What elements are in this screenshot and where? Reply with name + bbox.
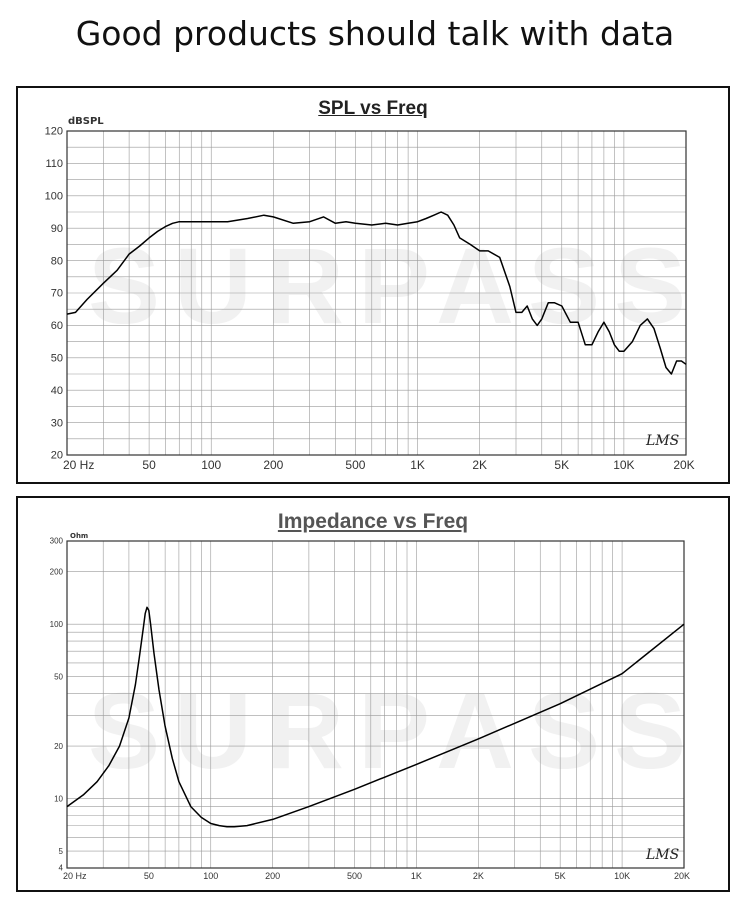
x-tick-label: 50 [142, 458, 156, 472]
y-tick-label: 50 [51, 352, 63, 364]
impedance-chart-svg: 4 5 10 20 50 100 200 300 20 Hz 50 100 200 500 1K 2K 5K 1… [50, 537, 690, 881]
y-tick-label: 20 [51, 450, 63, 462]
x-tick-label: 2K [473, 871, 484, 881]
y-tick-label: 100 [45, 190, 63, 202]
x-tick-label: 100 [203, 871, 218, 881]
brand-mark: LMS [646, 847, 680, 863]
y-tick-label: 4 [59, 864, 64, 873]
x-tick-label: 20 Hz [63, 458, 94, 472]
plot-frame [66, 130, 687, 456]
x-tick-label: 10K [613, 458, 634, 472]
x-tick-label: 100 [201, 458, 221, 472]
x-tick-label: 20K [674, 871, 690, 881]
x-tick-label: 10K [614, 871, 630, 881]
y-tick-label: 20 [54, 742, 63, 751]
x-tick-label: 500 [347, 871, 362, 881]
y-tick-label: 10 [54, 794, 63, 803]
y-tick-label: 40 [51, 385, 63, 397]
y-tick-label: 100 [50, 620, 64, 629]
x-tick-label: 1K [410, 458, 425, 472]
x-tick-label: 5K [555, 871, 566, 881]
y-tick-label: 300 [50, 537, 64, 546]
x-tick-label: 500 [345, 458, 365, 472]
x-tick-label: 200 [265, 871, 280, 881]
grid [66, 130, 687, 456]
y-tick-label: 70 [51, 288, 63, 300]
y-tick-label: 90 [51, 223, 63, 235]
x-tick-label: 20 Hz [63, 871, 87, 881]
y-axis-unit: dBSPL [68, 116, 104, 127]
chart-title: Impedance vs Freq [277, 510, 469, 533]
impedance-chart-panel: SURPASS Impedance vs Freq Ohm 4 5 10 20 50 10… [16, 496, 730, 892]
y-tick-label: 30 [51, 417, 63, 429]
y-tick-label: 200 [50, 567, 64, 576]
y-axis-unit: Ohm [70, 532, 89, 540]
spl-chart-panel: SURPASS SPL vs Freq dBSPL 20 30 40 50 60 70 80… [16, 86, 730, 484]
y-tick-label: 50 [54, 672, 63, 681]
series-line [66, 606, 685, 828]
x-tick-label: 5K [554, 458, 569, 472]
brand-mark: LMS [646, 433, 680, 449]
y-tick-label: 110 [45, 158, 63, 170]
series-line [66, 211, 687, 375]
grid [66, 540, 685, 869]
spl-chart-svg: 20 30 40 50 60 70 80 90 100 110 120 20 Hz 50 100 200 50… [45, 126, 695, 472]
page-headline: Good products should talk with data [75, 14, 675, 53]
y-tick-label: 5 [59, 847, 64, 856]
chart-title: SPL vs Freq [318, 98, 428, 119]
plot-frame [66, 540, 685, 869]
y-tick-label: 60 [51, 320, 63, 332]
x-tick-label: 1K [411, 871, 422, 881]
y-tick-label: 120 [45, 126, 63, 138]
x-tick-label: 50 [144, 871, 154, 881]
x-tick-label: 2K [472, 458, 487, 472]
y-tick-label: 80 [51, 255, 63, 267]
x-tick-label: 20K [673, 458, 694, 472]
x-tick-label: 200 [263, 458, 283, 472]
